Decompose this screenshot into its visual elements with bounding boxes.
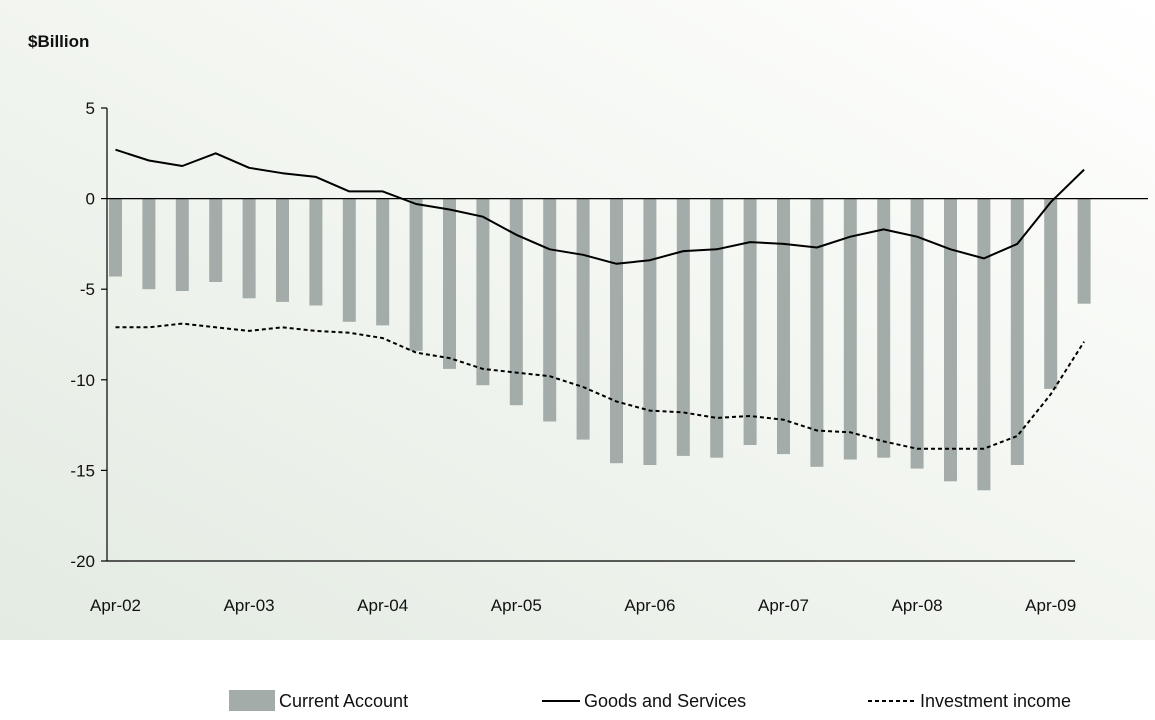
bar-current-account-1 [142,198,156,290]
y-tick-label: -20 [70,552,95,571]
x-tick-label: Apr-05 [491,596,542,615]
bar-current-account-22 [843,198,857,460]
legend: Current Account Goods and Services Inves… [229,690,1071,711]
y-tick-label: 0 [86,190,95,209]
bar-current-account-20 [777,198,790,455]
bar-current-account-26 [977,198,991,491]
bar-current-account-6 [309,198,323,306]
bar-current-account-12 [509,198,523,406]
axes: 5 0 -5 -10 -15 -20 Apr-02 Apr-03 Apr-04 Apr-05 Apr… [70,99,1148,615]
x-tick-label: Apr-07 [758,596,809,615]
bar-current-account-21 [810,198,824,467]
bar-current-account-18 [710,198,724,458]
y-tick-label: -15 [70,461,95,480]
y-tick-label: -5 [80,280,95,299]
bar-current-account-14 [576,198,590,440]
x-tick-label: Apr-06 [624,596,675,615]
bar-current-account-17 [676,198,690,456]
bar-current-account-23 [877,198,891,458]
bar-current-account-28 [1044,198,1058,389]
bar-current-account-2 [175,198,189,291]
bar-current-account-7 [342,198,356,322]
unit-label: $Billion [28,32,89,51]
series-lines [115,148,1085,450]
bar-current-account-19 [743,198,757,445]
bar-current-account-8 [376,198,390,326]
bar-current-account-13 [543,198,557,422]
bar-current-account-0 [109,198,122,277]
bar-current-account-4 [242,198,256,299]
x-tick-label: Apr-04 [357,596,408,615]
bar-current-account-25 [944,198,957,482]
bar-current-account-27 [1010,198,1024,465]
legend-label-current-account: Current Account [279,691,408,711]
x-tick-label: Apr-03 [224,596,275,615]
bar-current-account-16 [643,198,657,465]
x-tick-label: Apr-08 [892,596,943,615]
bar-current-account-3 [209,198,223,282]
y-tick-label: 5 [86,99,95,118]
bar-current-account-24 [910,198,924,469]
line-investment-income [115,322,1085,450]
line-goods-and-services [115,148,1085,265]
bar-current-account-10 [443,198,456,369]
x-tick-label: Apr-02 [90,596,141,615]
bar-current-account-11 [476,198,490,386]
x-tick-label: Apr-09 [1025,596,1076,615]
legend-label-goods-and-services: Goods and Services [584,691,746,711]
current-account-bars [109,198,1091,491]
y-tick-label: -10 [70,371,95,390]
bar-current-account-15 [610,198,623,464]
legend-swatch-current-account [229,690,275,711]
bar-current-account-29 [1077,198,1091,304]
bar-current-account-5 [276,198,289,302]
legend-label-investment-income: Investment income [920,691,1071,711]
bar-current-account-9 [409,198,423,351]
